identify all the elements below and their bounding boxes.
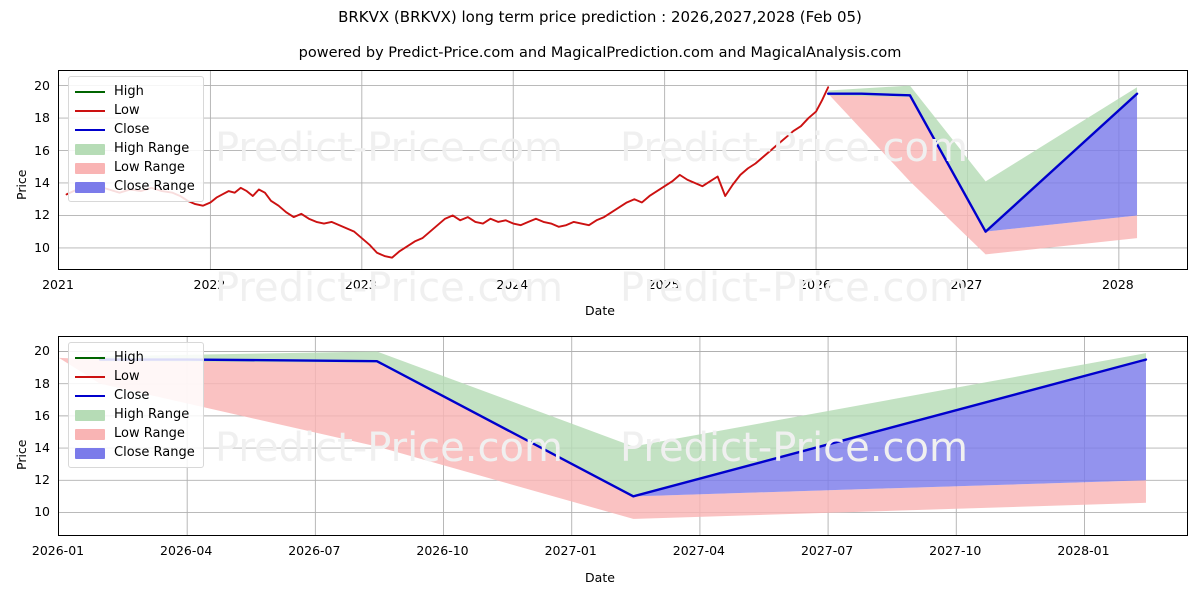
top-ytick: 10 [34,239,50,255]
top-legend-swatch-icon [75,142,105,156]
top-xtick: 2023 [344,277,377,292]
bottom-ytick: 14 [34,440,50,456]
bottom-ytick: 16 [34,407,50,423]
bottom-legend-swatch-icon [75,408,105,422]
top-legend-item-close-range[interactable]: Close Range [75,177,195,196]
top-legend-item-high[interactable]: High [75,82,195,101]
top-legend-item-low[interactable]: Low [75,101,195,120]
bottom-legend-item-high-range[interactable]: High Range [75,405,195,424]
top-ytick: 20 [34,77,50,93]
bottom-ytick: 12 [34,472,50,488]
page-subtitle: powered by Predict-Price.com and Magical… [298,45,902,61]
top-legend-item-close[interactable]: Close [75,120,195,139]
bottom-legend-swatch-icon [75,370,105,384]
bottom-legend-swatch-icon [75,351,105,365]
top-band-high-range [828,85,1138,232]
bottom-xtick: 2026-07 [288,543,341,558]
bottom-x-axis-label: Date [585,570,615,585]
top-xtick: 2027 [950,277,983,292]
bottom-xtick: 2026-04 [160,543,213,558]
bottom-xtick: 2027-10 [929,543,982,558]
top-ytick: 14 [34,174,50,190]
top-series-low [65,86,830,259]
top-legend-swatch-icon [75,104,105,118]
top-xtick: 2028 [1101,277,1134,292]
bottom-chart-plot-area[interactable] [58,336,1188,536]
top-series-close [826,92,1139,233]
top-legend-label: High [114,83,144,99]
bottom-legend-swatch-icon [75,389,105,403]
top-legend-swatch-icon [75,123,105,137]
bottom-ytick: 10 [34,504,50,520]
top-ytick: 18 [34,110,50,126]
bottom-band-low-range [59,357,1146,519]
top-legend-label: Close [114,121,150,137]
bottom-xtick: 2028-01 [1057,543,1110,558]
bottom-xtick: 2027-01 [544,543,597,558]
top-legend-label: Low [114,102,140,118]
bottom-legend-item-low[interactable]: Low [75,367,195,386]
top-xtick: 2026 [799,277,831,292]
bottom-xtick: 2027-04 [672,543,726,558]
bottom-legend-label: High [114,349,144,365]
top-legend-item-high-range[interactable]: High Range [75,139,195,158]
top-legend-swatch-icon [75,161,105,175]
bottom-xtick: 2027-07 [800,543,854,558]
top-chart-plot-area[interactable] [58,70,1188,270]
top-band-low-range [828,93,1138,255]
bottom-legend-item-close[interactable]: Close [75,386,195,405]
top-ytick: 12 [34,207,50,223]
bottom-legend-label: Close Range [114,444,195,460]
top-ytick: 16 [34,142,50,158]
bottom-band-high-range [100,351,1146,497]
bottom-legend-swatch-icon [75,427,105,441]
bottom-legend-item-low-range[interactable]: Low Range [75,424,195,443]
bottom-chart-legend[interactable]: High Low Close High Range Low Range Close Ran… [68,342,204,468]
bottom-legend-swatch-icon [75,446,105,460]
bottom-legend-label: Close [114,387,150,403]
top-chart-legend[interactable]: High Low Close High Range Low Range Close Ran… [68,76,204,202]
bottom-xtick: 2026-10 [416,543,469,558]
top-legend-swatch-icon [75,180,105,194]
bottom-ytick: 20 [34,343,50,359]
top-xtick: 2021 [42,277,74,292]
top-x-axis-label: Date [585,303,615,318]
top-legend-swatch-icon [75,85,105,99]
bottom-xtick: 2026-01 [31,543,85,558]
top-legend-label: Close Range [114,178,195,194]
bottom-legend-label: Low Range [114,425,185,441]
top-legend-label: High Range [114,140,190,156]
top-legend-item-low-range[interactable]: Low Range [75,158,195,177]
bottom-legend-label: High Range [114,406,190,422]
top-xtick: 2024 [496,277,529,292]
page-title: BRKVX (BRKVX) long term price prediction… [338,8,862,26]
top-legend-label: Low Range [114,159,185,175]
top-xtick: 2025 [647,277,680,292]
bottom-ytick: 18 [34,375,50,391]
bottom-legend-item-high[interactable]: High [75,348,195,367]
top-xtick: 2022 [193,277,226,292]
bottom-legend-item-close-range[interactable]: Close Range [75,443,195,462]
bottom-legend-label: Low [114,368,140,384]
